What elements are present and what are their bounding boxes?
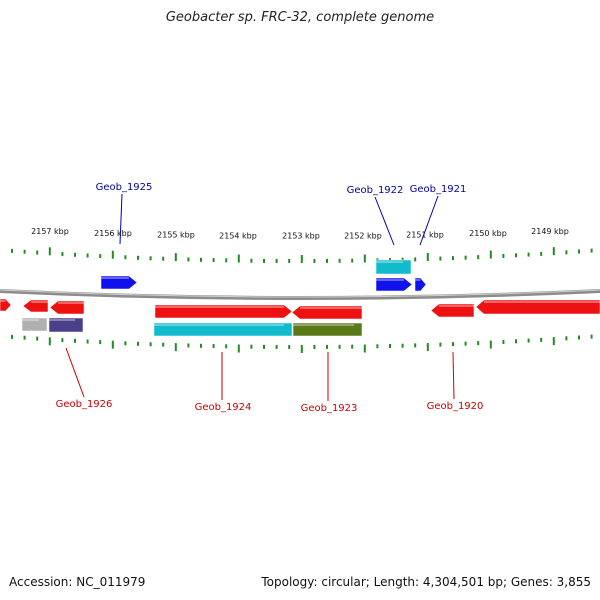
gene-feature[interactable]	[0, 298, 12, 312]
gene-feature[interactable]	[154, 304, 293, 319]
genome-backbone	[0, 289, 600, 300]
gene-callouts: Geob_1925 Geob_1922 Geob_1921 Geob_1926 Geob…	[56, 182, 484, 414]
gene-feature[interactable]	[48, 317, 84, 333]
gene-feature-shine	[31, 301, 48, 303]
gene-feature-shine	[49, 319, 75, 321]
gene-label[interactable]: Geob_1922	[347, 185, 404, 196]
gene-features	[0, 259, 600, 337]
gene-feature-shine	[58, 302, 84, 304]
gene-feature[interactable]	[21, 317, 48, 332]
callout-line	[374, 196, 395, 246]
gene-feature[interactable]	[153, 322, 293, 337]
kbp-label: 2149 kbp	[531, 227, 569, 236]
gene-feature-shine	[154, 324, 284, 326]
gene-feature-shine	[300, 307, 362, 309]
genome-backbone-highlight	[0, 289, 600, 298]
gene-feature[interactable]	[100, 275, 138, 290]
gene-feature[interactable]	[414, 277, 427, 292]
gene-label[interactable]: Geob_1924	[195, 402, 252, 413]
gene-label[interactable]: Geob_1926	[56, 399, 113, 410]
gene-feature-shine	[293, 324, 354, 326]
kbp-label: 2150 kbp	[469, 229, 507, 238]
gene-feature-shine	[439, 305, 474, 307]
gene-feature-shine	[155, 306, 284, 308]
kbp-label: 2152 kbp	[344, 231, 382, 240]
gene-feature[interactable]	[291, 305, 363, 320]
gene-feature-shine	[22, 319, 39, 321]
gene-feature-shine	[484, 301, 600, 303]
gene-feature-shine	[0, 300, 6, 302]
gene-feature[interactable]	[375, 259, 412, 275]
kbp-labels: 2157 kbp 2156 kbp 2155 kbp 2154 kbp 2153 kbp…	[31, 227, 569, 241]
kbp-label: 2157 kbp	[31, 227, 69, 236]
kbp-label: 2155 kbp	[157, 230, 195, 239]
gene-feature[interactable]	[430, 303, 475, 318]
kbp-label: 2156 kbp	[94, 229, 132, 238]
tick-marks-bottom	[11, 334, 593, 353]
gene-feature-shine	[415, 279, 421, 281]
gene-feature[interactable]	[475, 299, 600, 315]
gene-label[interactable]: Geob_1925	[96, 182, 153, 193]
genome-summary-text: Topology: circular; Length: 4,304,501 bp…	[261, 575, 591, 589]
tick-marks-top	[11, 247, 593, 263]
map-title: Geobacter sp. FRC-32, complete genome	[165, 10, 435, 25]
gene-label[interactable]: Geob_1921	[410, 184, 467, 195]
callout-line	[452, 351, 455, 400]
callout-line	[419, 195, 439, 246]
gene-feature-shine	[376, 261, 403, 263]
callout-line	[65, 347, 85, 398]
gene-feature[interactable]	[49, 300, 85, 315]
kbp-label: 2154 kbp	[219, 231, 257, 240]
gene-label[interactable]: Geob_1920	[427, 401, 484, 412]
gene-feature-shine	[101, 277, 129, 279]
callout-line	[119, 193, 123, 245]
gene-feature[interactable]	[292, 322, 363, 337]
accession-text: Accession: NC_011979	[9, 575, 146, 589]
kbp-label: 2151 kbp	[406, 230, 444, 239]
gene-feature[interactable]	[22, 299, 49, 313]
gene-label[interactable]: Geob_1923	[301, 403, 358, 414]
kbp-label: 2153 kbp	[282, 232, 320, 241]
gene-feature[interactable]	[375, 277, 413, 292]
gene-feature-shine	[376, 279, 404, 281]
